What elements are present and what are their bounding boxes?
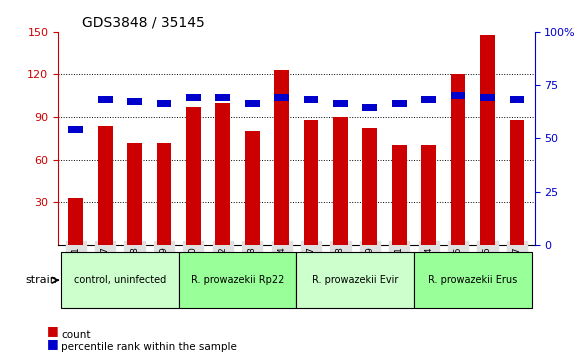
Bar <box>363 129 377 245</box>
Text: R. prowazekii Rp22: R. prowazekii Rp22 <box>191 275 284 285</box>
Bar <box>274 70 289 245</box>
Bar <box>157 143 171 245</box>
Text: R. prowazekii Erus: R. prowazekii Erus <box>428 275 518 285</box>
Bar <box>480 94 495 101</box>
Bar <box>451 92 465 99</box>
FancyBboxPatch shape <box>414 252 532 308</box>
Text: ■: ■ <box>46 325 58 337</box>
Bar <box>510 96 524 103</box>
Bar <box>245 131 260 245</box>
Bar <box>157 100 171 107</box>
FancyBboxPatch shape <box>296 252 414 308</box>
FancyBboxPatch shape <box>61 252 179 308</box>
Bar <box>186 94 200 101</box>
Text: percentile rank within the sample: percentile rank within the sample <box>61 342 237 352</box>
Bar <box>392 100 407 107</box>
Text: control, uninfected: control, uninfected <box>74 275 166 285</box>
Bar <box>98 126 113 245</box>
Bar <box>304 120 318 245</box>
Text: count: count <box>61 330 91 339</box>
Bar <box>216 103 230 245</box>
Bar <box>186 107 200 245</box>
Bar <box>245 100 260 107</box>
Bar <box>127 143 142 245</box>
Bar <box>274 94 289 101</box>
Bar <box>451 74 465 245</box>
Text: R. prowazekii Evir: R. prowazekii Evir <box>312 275 399 285</box>
Bar <box>392 145 407 245</box>
Bar <box>69 126 83 133</box>
FancyBboxPatch shape <box>179 252 296 308</box>
Bar <box>421 96 436 103</box>
Bar <box>421 145 436 245</box>
Bar <box>127 98 142 105</box>
Bar <box>333 100 348 107</box>
Bar <box>363 104 377 112</box>
Bar <box>216 94 230 101</box>
Bar <box>510 120 524 245</box>
Bar <box>333 117 348 245</box>
Text: GDS3848 / 35145: GDS3848 / 35145 <box>82 15 205 29</box>
Bar <box>69 198 83 245</box>
Text: strain: strain <box>26 275 58 285</box>
Bar <box>480 35 495 245</box>
Text: ■: ■ <box>46 337 58 350</box>
Bar <box>98 96 113 103</box>
Bar <box>304 96 318 103</box>
